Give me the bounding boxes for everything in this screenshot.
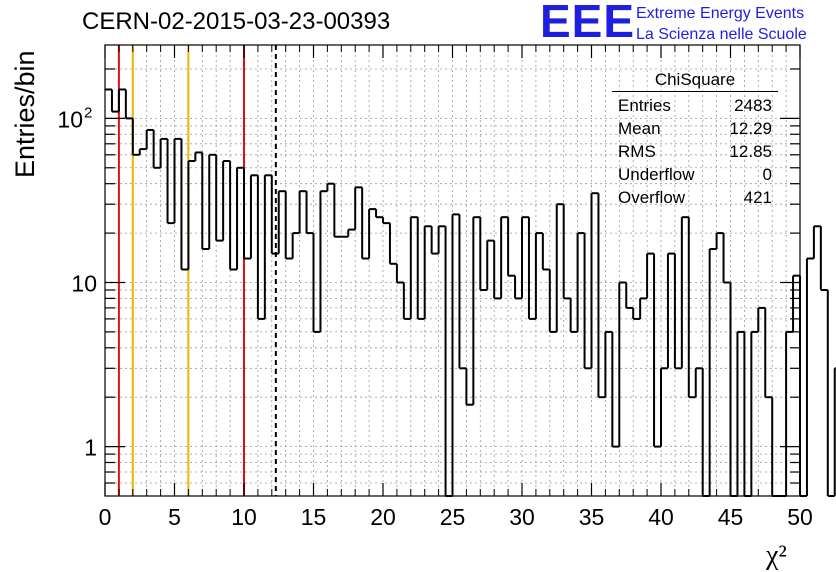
stats-label: Mean [618,119,661,138]
y-tick-label: 1 [84,435,97,461]
x-tick-label: 5 [168,504,181,530]
eee-logo: EEE [540,0,636,47]
stats-value: 2483 [734,96,772,115]
stats-value: 0 [762,165,772,184]
stats-value: 12.29 [729,119,772,138]
stats-label: Overflow [618,188,686,207]
stats-box: ChiSquare Entries 2483 Mean 12.29 RMS 12… [612,70,778,209]
stats-title: ChiSquare [612,70,778,92]
stats-value: 12.85 [729,142,772,161]
y-axis-label: Entries/bin [10,50,40,178]
y-tick-label-exponent: 2 [84,104,92,121]
stats-row-mean: Mean 12.29 [612,117,778,140]
logo-line-1: Extreme Energy Events [636,5,805,22]
stats-value: 421 [743,188,772,207]
stats-label: RMS [618,142,656,161]
stats-row-rms: RMS 12.85 [612,140,778,163]
histogram-series [105,88,836,497]
x-tick-label: 0 [99,504,112,530]
x-axis-label: χ² [765,540,787,571]
x-tick-label: 25 [440,504,466,530]
logo-line-2: La Scienza nelle Scuole [636,26,807,43]
stats-row-entries: Entries 2483 [612,94,778,117]
x-tick-label: 35 [579,504,605,530]
stats-row-overflow: Overflow 421 [612,186,778,209]
stats-label: Entries [618,96,671,115]
reference-lines [117,45,277,496]
x-tick-label: 45 [718,504,744,530]
stats-row-underflow: Underflow 0 [612,163,778,186]
x-tick-label: 40 [648,504,674,530]
x-tick-label: 30 [509,504,535,530]
run-title: CERN-02-2015-03-23-00393 [82,8,391,35]
x-tick-label: 50 [787,504,813,530]
y-tick-label: 10 [71,270,97,296]
y-tick-label: 10 [57,106,83,132]
logo-text: Extreme Energy Events La Scienza nelle S… [636,3,807,45]
x-tick-label: 20 [370,504,396,530]
x-tick-label: 10 [231,504,257,530]
stats-label: Underflow [618,165,695,184]
x-tick-label: 15 [301,504,327,530]
